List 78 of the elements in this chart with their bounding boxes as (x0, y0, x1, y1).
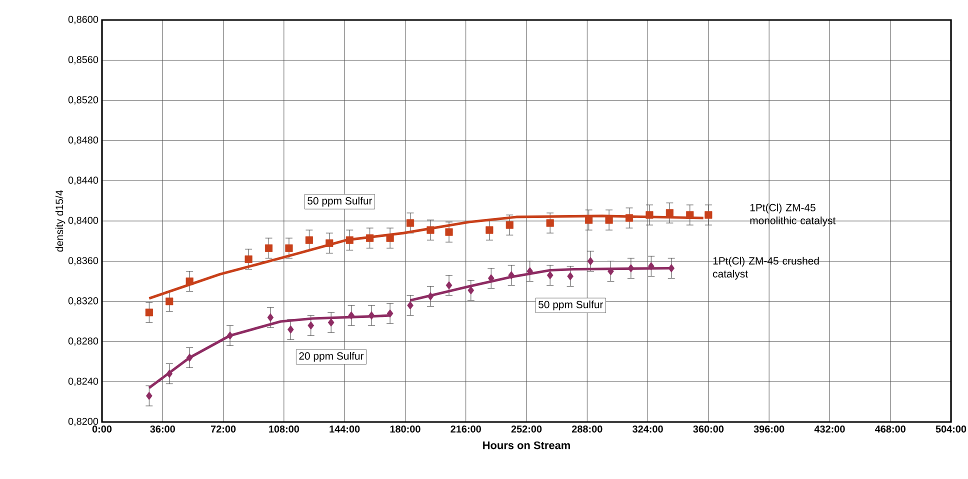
y-tick-label: 0,8560 (68, 56, 98, 64)
point (526, 267, 534, 276)
point (186, 353, 193, 362)
y-tick-label: 0,8200 (68, 418, 98, 426)
annotation: 50 ppm Sulfur (308, 196, 372, 207)
point (427, 292, 434, 301)
point (546, 219, 554, 227)
point (508, 271, 515, 280)
x-tick-label: 288:00 (572, 426, 602, 433)
point (366, 234, 374, 242)
point (567, 272, 574, 280)
point (426, 226, 434, 234)
y-tick-label: 0,8600 (68, 16, 98, 24)
x-tick-label: 72:00 (210, 426, 236, 433)
point (267, 313, 274, 322)
x-tick-label: 360:00 (693, 426, 724, 433)
point (506, 221, 514, 229)
annotation: 50 ppm Sulfur (538, 300, 604, 310)
point (625, 214, 634, 222)
point (605, 216, 613, 224)
y-tick-label: 0,8360 (68, 257, 98, 266)
point (486, 226, 494, 234)
point (445, 228, 453, 236)
point (666, 209, 674, 217)
point (628, 264, 634, 272)
point (406, 219, 414, 227)
point (668, 264, 675, 272)
point (686, 211, 694, 219)
y-tick-label: 0,8400 (68, 216, 98, 226)
x-axis-title: Hours on Stream (483, 441, 570, 450)
y-tick-label: 0,8280 (68, 337, 98, 346)
point (468, 286, 474, 295)
point (348, 311, 354, 320)
point (446, 281, 452, 290)
point (166, 370, 173, 378)
point (648, 262, 654, 270)
x-tick-label: 144:00 (330, 426, 360, 433)
point (704, 211, 712, 219)
y-tick-label: 0,8440 (68, 176, 98, 185)
x-tick-label: 396:00 (754, 426, 784, 433)
point (326, 239, 334, 247)
point (646, 211, 654, 219)
point (328, 318, 334, 327)
x-tick-label: 36:00 (150, 426, 175, 433)
point (186, 278, 194, 286)
point (145, 308, 153, 316)
point (608, 267, 614, 276)
point (264, 244, 273, 252)
point (287, 325, 294, 334)
x-tick-label: 324:00 (632, 426, 663, 433)
x-tick-label: 432:00 (814, 426, 845, 433)
point (585, 216, 593, 224)
x-tick-label: 180:00 (390, 426, 420, 433)
x-tick-label: 216:00 (450, 426, 481, 433)
point (368, 311, 375, 320)
point (146, 392, 152, 400)
point (386, 309, 394, 318)
point (587, 257, 594, 266)
x-tick-label: 252:00 (511, 426, 542, 433)
y-tick-label: 0,8320 (68, 297, 98, 306)
y-axis-title: density d15/4 (55, 190, 66, 252)
point (407, 301, 414, 310)
x-tick-label: 504:00 (936, 426, 966, 433)
point (244, 255, 252, 263)
annotation: 20 ppm Sulfur (299, 352, 364, 362)
y-tick-label: 0,8240 (68, 378, 98, 386)
point (166, 298, 174, 306)
y-tick-label: 0,8520 (68, 96, 98, 105)
x-tick-label: 0:00 (92, 426, 112, 433)
point (346, 236, 354, 244)
point (305, 236, 313, 244)
x-tick-label: 108:00 (269, 426, 300, 433)
x-tick-label: 468:00 (875, 426, 906, 433)
point (285, 244, 293, 252)
y-tick-label: 0,8480 (68, 136, 98, 145)
point (546, 271, 554, 280)
point (308, 321, 314, 330)
point (226, 331, 234, 340)
